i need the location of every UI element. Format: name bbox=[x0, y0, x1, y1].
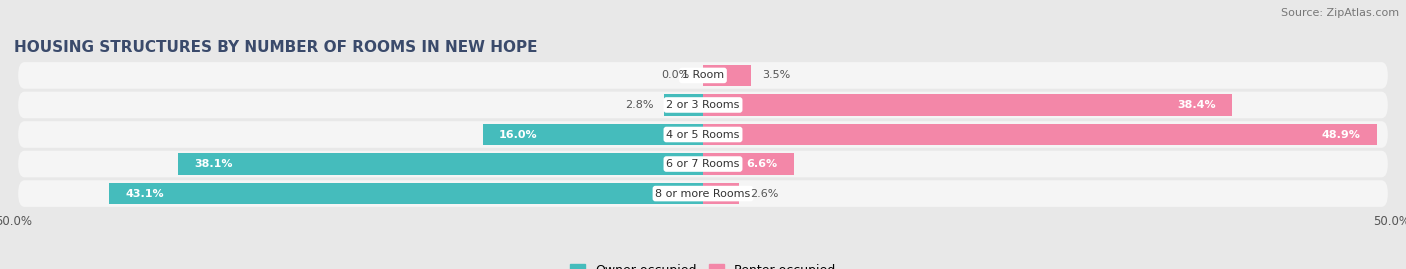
Text: 43.1%: 43.1% bbox=[125, 189, 165, 199]
Text: 6 or 7 Rooms: 6 or 7 Rooms bbox=[666, 159, 740, 169]
Bar bbox=[703, 183, 738, 204]
Legend: Owner-occupied, Renter-occupied: Owner-occupied, Renter-occupied bbox=[565, 259, 841, 269]
Bar bbox=[110, 183, 703, 204]
FancyBboxPatch shape bbox=[18, 62, 1388, 89]
Text: 2.8%: 2.8% bbox=[624, 100, 654, 110]
Text: Source: ZipAtlas.com: Source: ZipAtlas.com bbox=[1281, 8, 1399, 18]
Text: 38.1%: 38.1% bbox=[194, 159, 233, 169]
FancyBboxPatch shape bbox=[18, 151, 1388, 177]
Bar bbox=[482, 124, 703, 145]
Bar bbox=[665, 94, 703, 116]
Bar bbox=[703, 124, 1376, 145]
FancyBboxPatch shape bbox=[18, 180, 1388, 207]
Text: 38.4%: 38.4% bbox=[1177, 100, 1216, 110]
Bar bbox=[703, 94, 1232, 116]
Text: 1 Room: 1 Room bbox=[682, 70, 724, 80]
Bar bbox=[703, 65, 751, 86]
Text: 0.0%: 0.0% bbox=[661, 70, 689, 80]
Text: 3.5%: 3.5% bbox=[762, 70, 790, 80]
Text: 6.6%: 6.6% bbox=[747, 159, 778, 169]
Text: 2 or 3 Rooms: 2 or 3 Rooms bbox=[666, 100, 740, 110]
Text: 4 or 5 Rooms: 4 or 5 Rooms bbox=[666, 129, 740, 140]
Text: 48.9%: 48.9% bbox=[1322, 129, 1360, 140]
Text: HOUSING STRUCTURES BY NUMBER OF ROOMS IN NEW HOPE: HOUSING STRUCTURES BY NUMBER OF ROOMS IN… bbox=[14, 40, 537, 55]
Bar bbox=[179, 153, 703, 175]
FancyBboxPatch shape bbox=[18, 121, 1388, 148]
Bar bbox=[703, 153, 794, 175]
Text: 2.6%: 2.6% bbox=[749, 189, 779, 199]
Text: 16.0%: 16.0% bbox=[499, 129, 537, 140]
Text: 8 or more Rooms: 8 or more Rooms bbox=[655, 189, 751, 199]
FancyBboxPatch shape bbox=[18, 92, 1388, 118]
